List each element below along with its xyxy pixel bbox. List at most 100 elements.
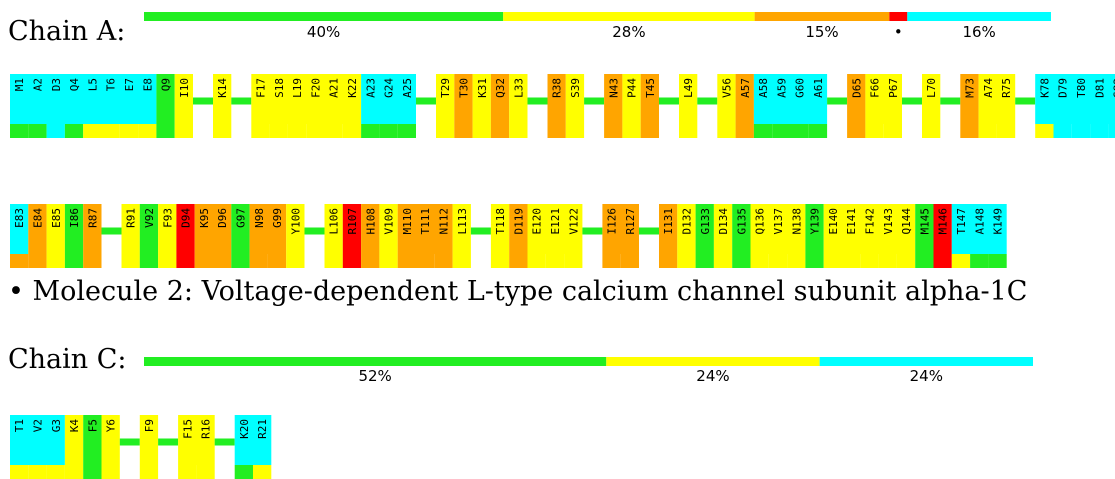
residue-label: T6 [105,78,118,91]
residue-quality-strip [158,254,177,268]
residue-quality-strip [46,254,65,268]
residue-quality-strip [768,254,788,268]
residue-quality-strip [960,124,979,138]
chain-c-residues: T1 V2 G3 K4 F5 Y6 F9 F15 R16 K20 R21 [10,415,272,479]
residue-label: K78 [1038,78,1051,98]
residue-block-top [659,204,678,254]
residue-block-top [732,204,751,254]
residue-quality-strip [287,124,307,138]
residue-quality-strip [915,254,934,268]
residue-quality-strip [545,254,565,268]
residue-block-top [565,74,585,124]
residue-quality-strip [717,124,736,138]
residue-label: S82 [1112,78,1115,98]
residue-block-top [10,74,157,124]
residue-block-top [960,74,979,124]
residue-label: G24 [383,78,396,98]
quality-bar-segment [144,357,607,366]
residue-quality-strip [139,465,159,479]
residue-quality-strip [269,124,288,138]
residue-label: K22 [346,78,359,98]
residue-label: D132 [680,208,693,235]
residue-label: R127 [624,208,637,235]
molecule-2-title: • Molecule 2: Voltage-dependent L-type c… [8,276,1027,307]
residue-label: V56 [720,78,733,98]
residue-quality-strip [194,254,213,268]
residue-label: G60 [794,78,807,98]
residue-block-top [436,74,455,124]
residue-label: V143 [882,208,895,235]
residue-label: A21 [328,78,341,98]
residue-label: Q9 [160,78,173,91]
residue-block-top [83,415,102,465]
quality-bar-segment [144,12,504,21]
residue-quality-strip [342,124,362,138]
residue-label: G97 [234,208,247,228]
residue-block-top [361,204,380,254]
residue-label: K20 [238,419,251,439]
residue-label: E120 [531,208,544,235]
residue-label: F9 [143,419,156,432]
residue-quality-strip [772,124,791,138]
residue-block-top [121,204,140,254]
unobserved-gap-link [158,438,179,446]
unobserved-gap-link [639,227,659,235]
residue-label: D3 [50,78,63,91]
residue-label: T111 [419,208,432,235]
residue-block-top [397,204,453,254]
residue-block-top [452,204,471,254]
residue-label: V109 [383,208,396,235]
residue-label: L70 [925,78,938,98]
residue-quality-strip [379,124,398,138]
residue-block-top [64,415,84,465]
residue-label: K149 [992,208,1005,235]
quality-bar-percent-label: 24% [696,367,729,385]
residue-quality-strip [178,465,197,479]
residue-quality-strip [1090,124,1109,138]
residue-quality-strip [397,124,416,138]
residue-label: A74 [982,78,995,98]
residue-label: P67 [887,78,900,98]
residue-label: R91 [125,208,138,228]
residue-quality-strip [28,254,47,268]
residue-block-top [509,204,528,254]
residue-label: D96 [216,208,229,228]
residue-quality-strip [397,254,416,268]
residue-label: A23 [364,78,377,98]
residue-quality-strip [138,124,157,138]
residue-label: M146 [937,208,950,235]
residue-block-top [472,74,491,124]
residue-block-top [717,74,736,124]
quality-bar-percent-label: 24% [910,367,943,385]
residue-label: E85 [50,208,63,228]
residue-block-top [231,204,250,254]
residue-quality-strip [213,254,232,268]
residue-label: F17 [254,78,267,98]
residue-label: Y139 [809,208,822,235]
residue-label: Y100 [289,208,302,235]
residue-quality-strip [1108,124,1115,138]
residue-quality-strip [436,124,455,138]
residue-label: A57 [739,78,752,98]
residue-quality-strip [324,124,343,138]
residue-quality-strip [234,465,253,479]
residue-quality-strip [46,124,65,138]
residue-block-top [735,74,754,124]
residue-quality-strip [253,465,272,479]
residue-label: Q144 [900,208,913,235]
residue-quality-strip [679,124,698,138]
residue-block-top [101,415,120,465]
residue-label: S39 [569,78,582,98]
residue-block-top [1035,74,1115,124]
unobserved-gap-link [214,438,235,446]
residue-label: H108 [364,208,377,235]
residue-quality-strip [10,465,29,479]
residue-block-top [847,74,866,124]
residue-label: A25 [401,78,414,98]
residue-block-top [490,74,510,124]
residue-label: L106 [328,208,341,235]
residue-block-top [978,74,1016,124]
residue-block-top [805,204,824,254]
residue-label: E8 [141,78,154,91]
residue-label: D94 [180,208,193,228]
